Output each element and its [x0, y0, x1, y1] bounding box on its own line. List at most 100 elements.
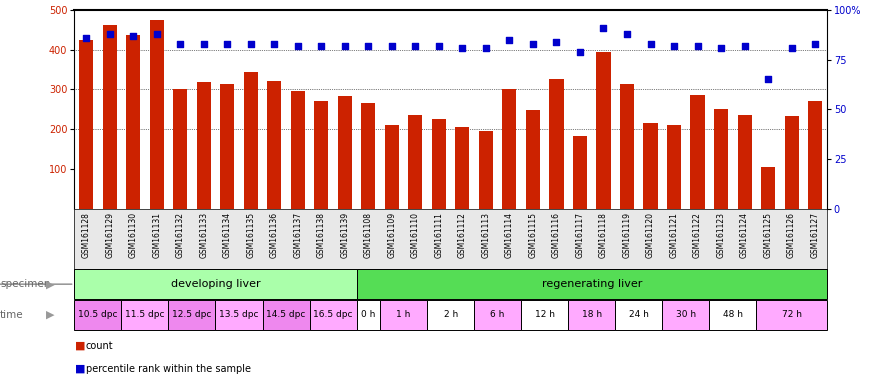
Bar — [102, 25, 116, 209]
Bar — [338, 96, 352, 209]
Text: GSM161135: GSM161135 — [246, 212, 256, 258]
Text: GSM161117: GSM161117 — [576, 212, 584, 258]
Text: 0 h: 0 h — [361, 310, 375, 319]
Text: GSM161120: GSM161120 — [646, 212, 655, 258]
Point — [714, 45, 728, 51]
Text: GSM161112: GSM161112 — [458, 212, 467, 258]
Bar — [357, 270, 827, 299]
Bar — [215, 300, 262, 329]
Text: GSM161109: GSM161109 — [388, 212, 396, 258]
Text: GSM161137: GSM161137 — [293, 212, 302, 258]
Text: ▶: ▶ — [46, 279, 55, 289]
Text: GSM161113: GSM161113 — [481, 212, 490, 258]
Text: regenerating liver: regenerating liver — [542, 279, 642, 289]
Text: GSM161118: GSM161118 — [599, 212, 608, 258]
Bar — [74, 300, 122, 329]
Point — [361, 43, 375, 49]
Text: GSM161129: GSM161129 — [105, 212, 114, 258]
Text: GSM161131: GSM161131 — [152, 212, 161, 258]
Bar — [710, 300, 756, 329]
Text: 1 h: 1 h — [396, 310, 410, 319]
Text: GSM161130: GSM161130 — [129, 212, 137, 258]
Point — [150, 30, 164, 36]
Bar — [262, 300, 310, 329]
Point — [738, 43, 752, 49]
Bar — [785, 116, 799, 209]
Point — [338, 43, 352, 49]
Text: developing liver: developing liver — [171, 279, 260, 289]
Bar — [808, 101, 822, 209]
Point — [102, 30, 116, 36]
Bar — [597, 52, 611, 209]
Point — [409, 43, 423, 49]
Point — [126, 33, 140, 39]
Bar — [714, 109, 728, 209]
Point — [173, 40, 187, 46]
Text: GSM161127: GSM161127 — [810, 212, 820, 258]
Text: GSM161126: GSM161126 — [788, 212, 796, 258]
Text: 24 h: 24 h — [629, 310, 648, 319]
Text: ■: ■ — [75, 341, 86, 351]
Text: 11.5 dpc: 11.5 dpc — [125, 310, 164, 319]
Text: GSM161124: GSM161124 — [740, 212, 749, 258]
Text: 72 h: 72 h — [781, 310, 802, 319]
Point — [620, 30, 634, 36]
Bar — [479, 131, 493, 209]
Point — [197, 40, 211, 46]
Text: GSM161123: GSM161123 — [717, 212, 725, 258]
Bar — [474, 300, 522, 329]
Bar — [409, 115, 423, 209]
Bar — [550, 79, 564, 209]
Bar — [243, 72, 258, 209]
Text: GSM161119: GSM161119 — [622, 212, 632, 258]
Bar — [761, 167, 775, 209]
Bar — [220, 84, 234, 209]
Text: GSM161122: GSM161122 — [693, 212, 702, 258]
Bar — [150, 20, 164, 209]
Bar — [122, 300, 168, 329]
Bar — [738, 115, 752, 209]
Text: GSM161138: GSM161138 — [317, 212, 326, 258]
Bar — [168, 300, 215, 329]
Text: GSM161134: GSM161134 — [223, 212, 232, 258]
Text: ▶: ▶ — [46, 310, 55, 320]
Text: 2 h: 2 h — [444, 310, 458, 319]
Text: GSM161111: GSM161111 — [434, 212, 444, 258]
Point — [550, 38, 564, 45]
Bar — [357, 300, 380, 329]
Bar — [502, 89, 516, 209]
Text: 12.5 dpc: 12.5 dpc — [172, 310, 212, 319]
Point — [785, 45, 799, 51]
Bar — [290, 91, 304, 209]
Text: GSM161114: GSM161114 — [505, 212, 514, 258]
Point — [667, 43, 681, 49]
Bar — [361, 103, 375, 209]
Point — [455, 45, 469, 51]
Text: GSM161125: GSM161125 — [764, 212, 773, 258]
Bar — [690, 95, 704, 209]
Text: GSM161108: GSM161108 — [364, 212, 373, 258]
Bar — [643, 123, 658, 209]
Point — [761, 76, 775, 83]
Text: GSM161136: GSM161136 — [270, 212, 279, 258]
Text: GSM161133: GSM161133 — [200, 212, 208, 258]
Text: 30 h: 30 h — [676, 310, 696, 319]
Point — [385, 43, 399, 49]
Point — [220, 40, 234, 46]
Point — [643, 40, 657, 46]
Text: 14.5 dpc: 14.5 dpc — [266, 310, 305, 319]
Text: GSM161132: GSM161132 — [176, 212, 185, 258]
Point — [479, 45, 493, 51]
Bar — [267, 81, 282, 209]
Text: specimen: specimen — [0, 279, 51, 289]
Point — [597, 25, 611, 31]
Text: time: time — [0, 310, 24, 320]
Text: count: count — [86, 341, 114, 351]
Bar — [173, 89, 187, 209]
Text: percentile rank within the sample: percentile rank within the sample — [86, 364, 251, 374]
Point — [244, 40, 258, 46]
Text: GSM161128: GSM161128 — [81, 212, 91, 258]
Bar — [568, 300, 615, 329]
Bar — [662, 300, 710, 329]
Point — [573, 48, 587, 55]
